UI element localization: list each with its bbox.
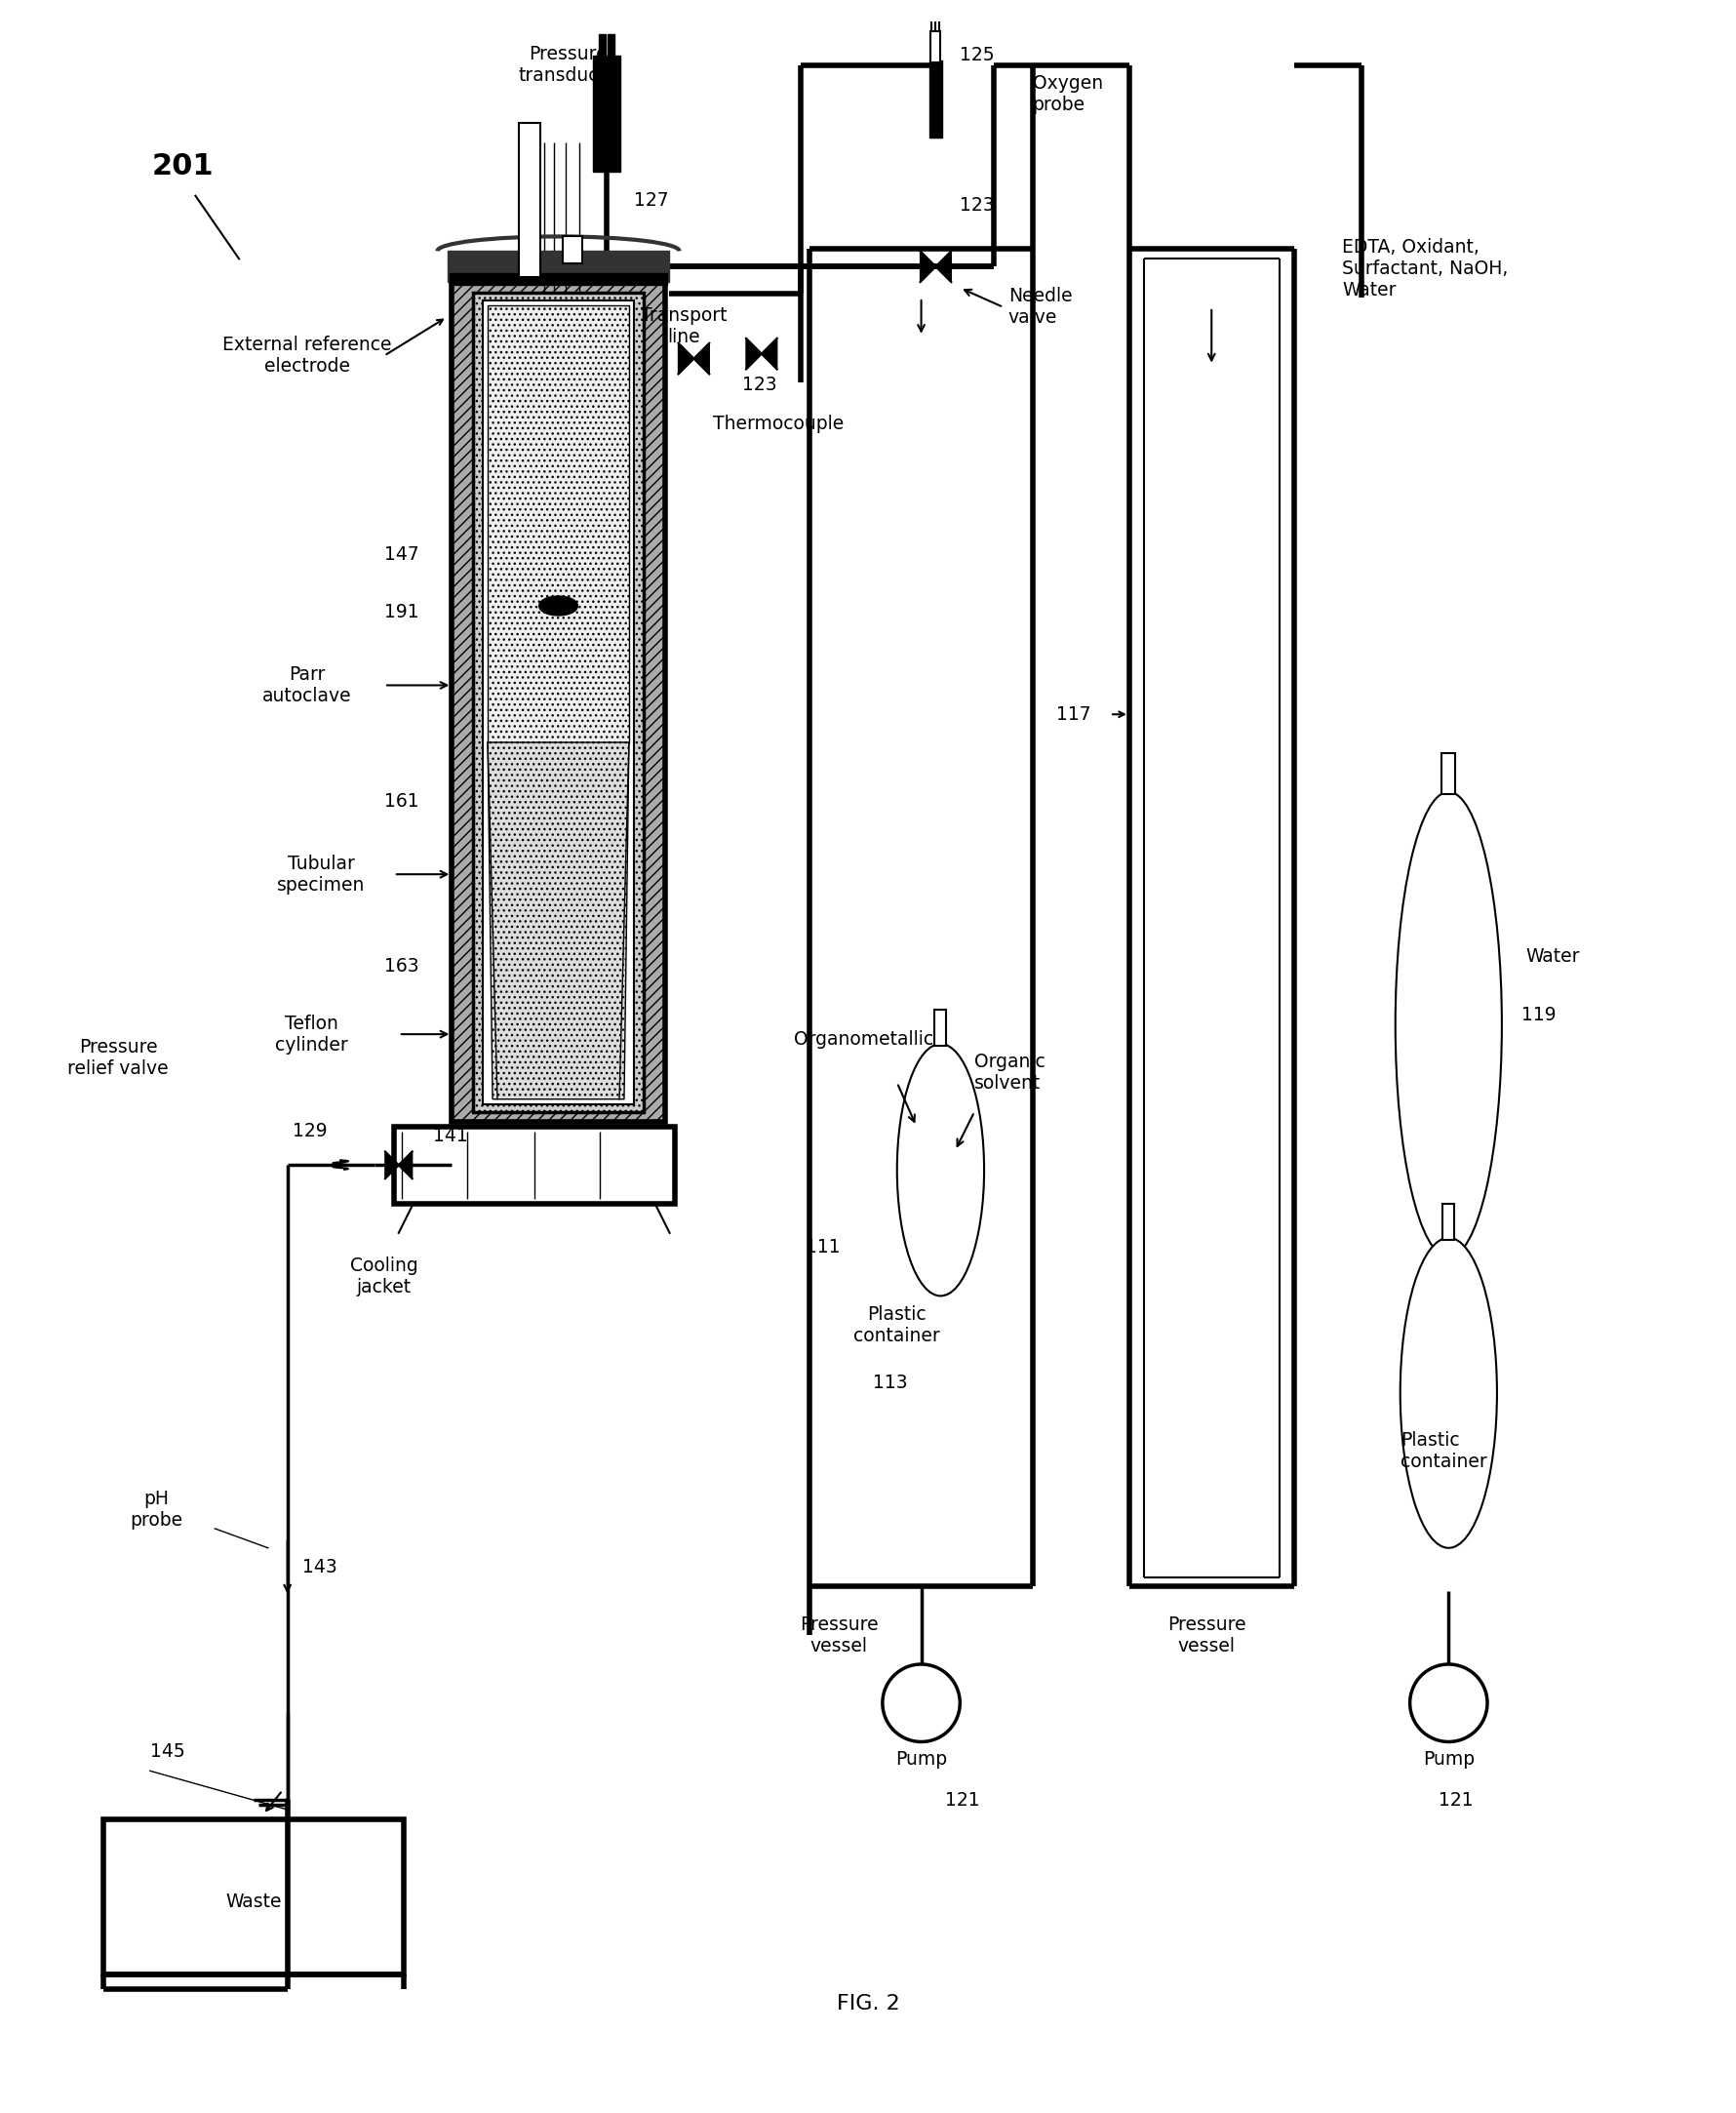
Bar: [929, 59, 943, 137]
Text: 191: 191: [384, 604, 418, 621]
Ellipse shape: [1399, 1238, 1496, 1549]
Bar: [472, 294, 642, 1111]
Text: Needle
valve: Needle valve: [1009, 287, 1071, 328]
Bar: [488, 304, 628, 742]
Text: 147: 147: [384, 545, 418, 564]
Text: 145: 145: [149, 1743, 184, 1760]
Bar: [594, 55, 620, 171]
Polygon shape: [920, 251, 951, 281]
Polygon shape: [385, 1152, 411, 1179]
Text: 121: 121: [944, 1790, 979, 1809]
Text: Organometallics: Organometallics: [793, 1029, 943, 1048]
Polygon shape: [746, 338, 776, 370]
Text: 141: 141: [432, 1126, 467, 1145]
Text: External reference
electrode: External reference electrode: [222, 336, 391, 376]
Text: EDTA, Oxidant,
Surfactant, NaOH,
Water: EDTA, Oxidant, Surfactant, NaOH, Water: [1342, 239, 1507, 300]
Text: Parr
autoclave: Parr autoclave: [262, 666, 351, 706]
Text: Waste: Waste: [226, 1893, 281, 1910]
Text: 125: 125: [960, 46, 995, 66]
Ellipse shape: [538, 596, 578, 615]
Bar: [104, 1819, 403, 1974]
Bar: [1443, 1204, 1453, 1240]
Text: Pressure
relief valve: Pressure relief valve: [68, 1037, 168, 1078]
Polygon shape: [679, 342, 708, 374]
Text: 163: 163: [384, 957, 418, 976]
Text: Oxygen
probe: Oxygen probe: [1031, 74, 1102, 114]
Text: Plastic
container: Plastic container: [1399, 1431, 1486, 1471]
Bar: [814, 254, 1028, 1583]
Text: 129: 129: [292, 1122, 326, 1141]
Bar: [934, 1010, 946, 1046]
Text: 201: 201: [151, 152, 214, 182]
Text: Pump: Pump: [894, 1750, 946, 1769]
Text: Tubular
specimen: Tubular specimen: [278, 854, 365, 894]
Bar: [519, 123, 540, 277]
Text: 127: 127: [634, 192, 668, 209]
Text: Transport
line: Transport line: [641, 306, 727, 347]
Bar: [599, 34, 606, 57]
Bar: [1441, 752, 1455, 794]
Text: 111: 111: [806, 1238, 840, 1257]
Text: 123: 123: [960, 197, 995, 216]
Text: Thermocouple: Thermocouple: [713, 414, 844, 433]
Ellipse shape: [896, 1044, 984, 1295]
Text: 117: 117: [1055, 706, 1090, 723]
Text: Pressure
transducer: Pressure transducer: [517, 44, 618, 85]
Text: 121: 121: [1437, 1790, 1472, 1809]
Circle shape: [882, 1665, 960, 1741]
Text: 119: 119: [1521, 1006, 1555, 1025]
Circle shape: [1410, 1665, 1486, 1741]
Text: Teflon
cylinder: Teflon cylinder: [274, 1014, 347, 1054]
Text: Pump: Pump: [1422, 1750, 1474, 1769]
Bar: [930, 32, 941, 61]
Text: Organic
solvent: Organic solvent: [974, 1052, 1045, 1092]
Text: 113: 113: [873, 1373, 908, 1392]
Text: Cooling
jacket: Cooling jacket: [351, 1257, 418, 1297]
Bar: [483, 300, 634, 1103]
Ellipse shape: [1394, 792, 1502, 1257]
Bar: [394, 1126, 674, 1204]
Bar: [451, 279, 665, 1122]
Bar: [450, 273, 667, 285]
Polygon shape: [488, 742, 628, 1099]
Text: Water: Water: [1526, 947, 1580, 966]
Bar: [562, 237, 582, 264]
Text: Pressure
vessel: Pressure vessel: [1167, 1614, 1245, 1654]
Text: 123: 123: [741, 376, 776, 393]
Text: 161: 161: [384, 792, 418, 811]
Text: Plastic
container: Plastic container: [854, 1306, 939, 1346]
Bar: [608, 34, 615, 57]
Text: FIG. 2: FIG. 2: [837, 1995, 899, 2014]
Bar: [448, 251, 668, 281]
Text: 143: 143: [302, 1557, 337, 1576]
Text: Pressure
vessel: Pressure vessel: [799, 1614, 878, 1654]
Text: pH
probe: pH probe: [130, 1490, 182, 1530]
